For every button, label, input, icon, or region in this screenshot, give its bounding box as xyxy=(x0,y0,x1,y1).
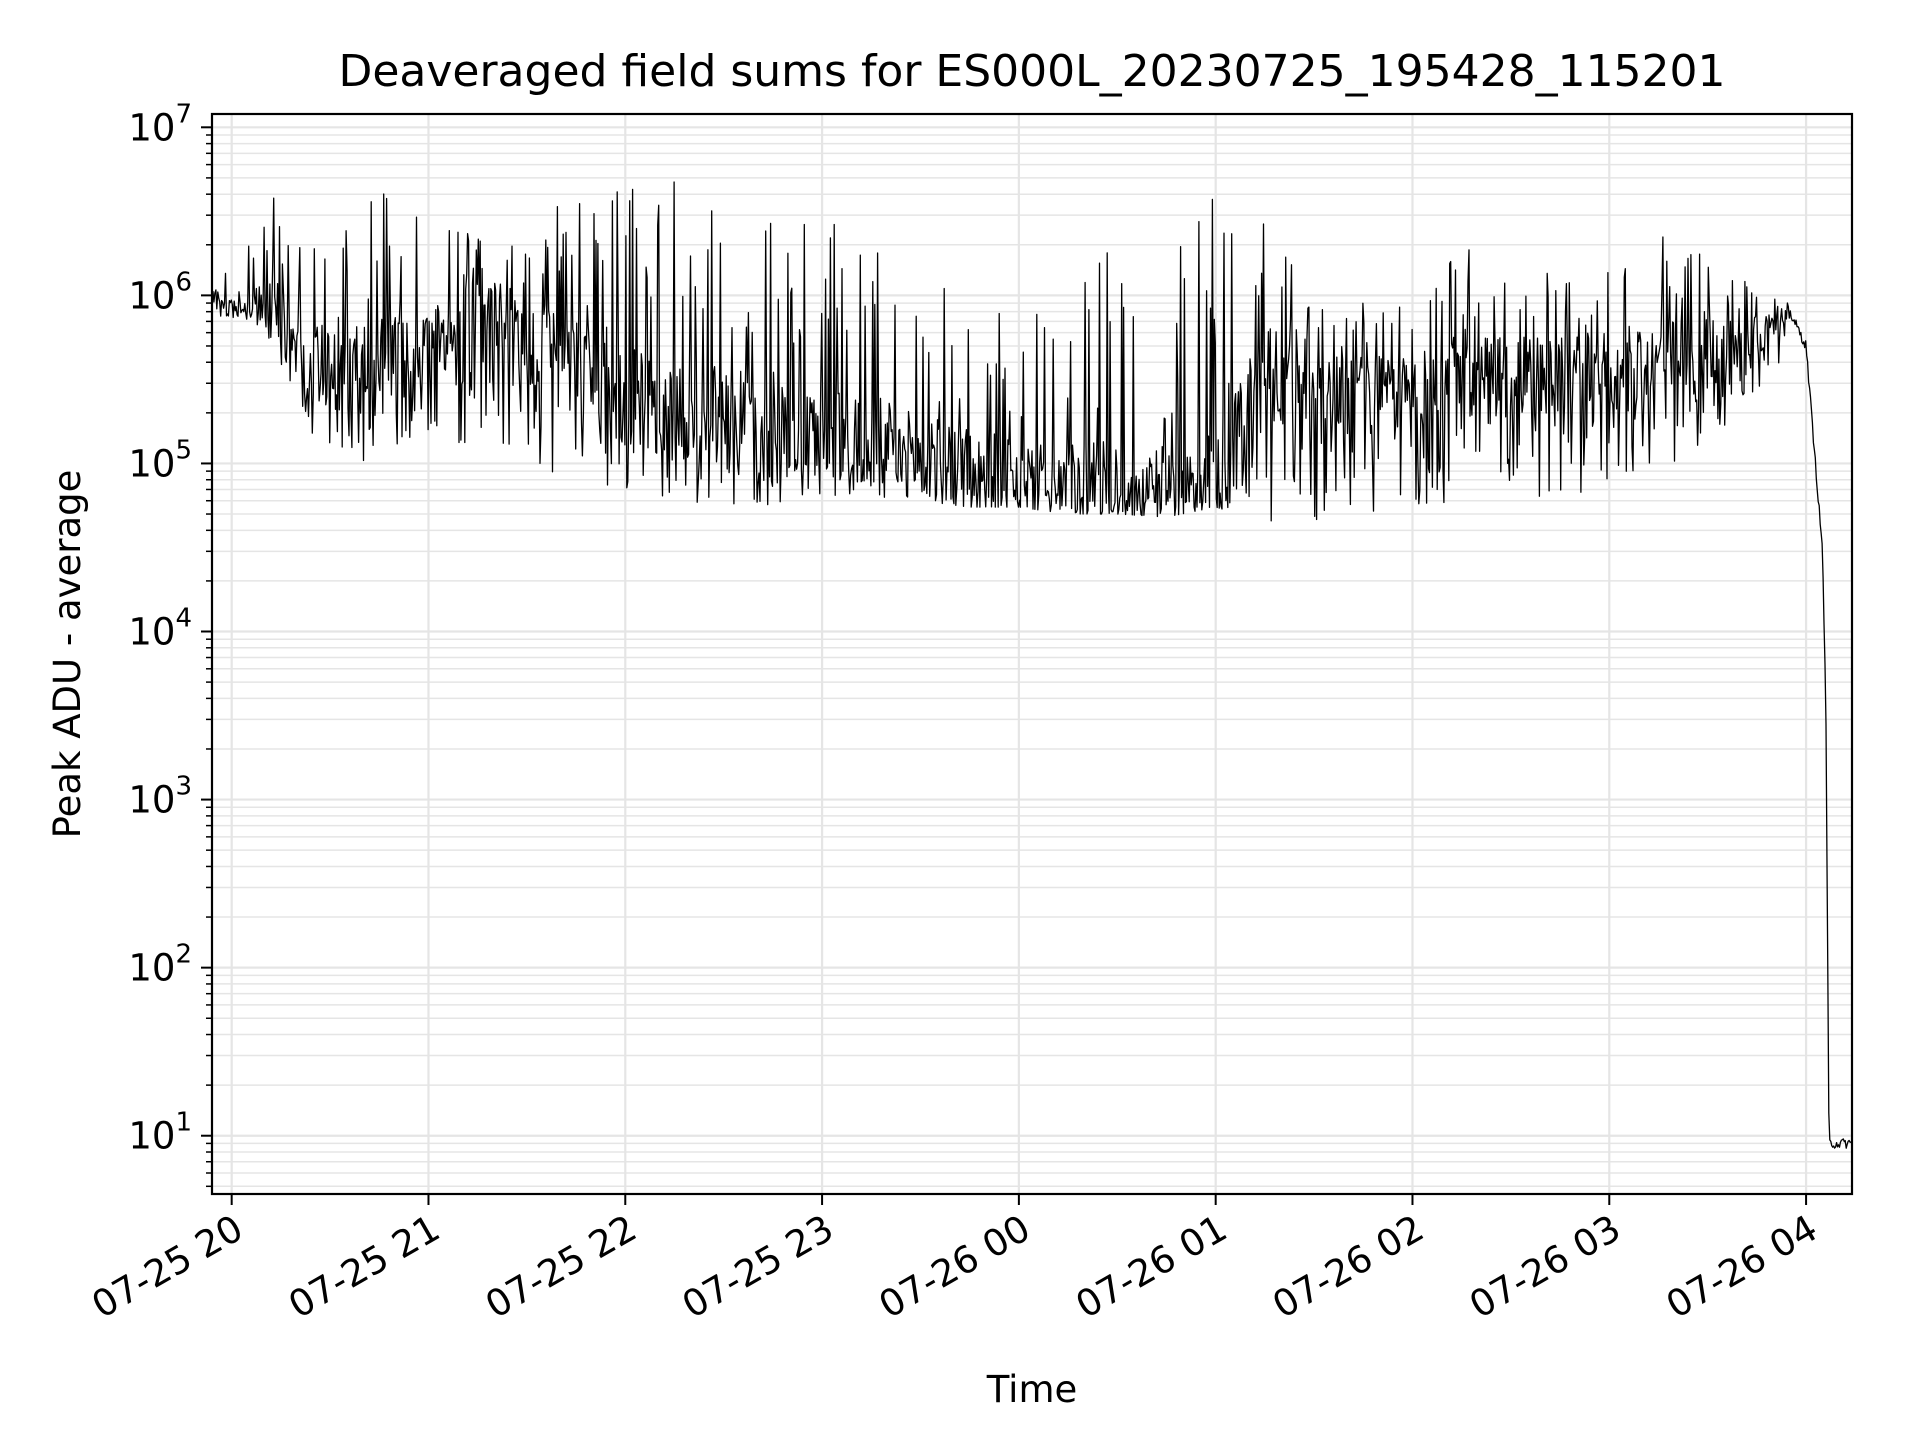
axes xyxy=(210,112,1854,1196)
y-tick-label: 104 xyxy=(128,604,192,654)
plot-frame xyxy=(210,112,1854,1196)
y-tick-label: 103 xyxy=(128,772,192,822)
tick-marks xyxy=(201,126,1808,1205)
x-axis-label: Time xyxy=(986,1368,1078,1411)
y-tick-label: 107 xyxy=(128,99,192,149)
y-tick-label: 105 xyxy=(128,435,192,485)
y-axis-label: Peak ADU - average xyxy=(46,470,89,839)
grid-lines xyxy=(212,114,1852,1194)
y-tick-label: 106 xyxy=(128,267,192,317)
series-line xyxy=(211,181,1853,1149)
y-tick-label: 102 xyxy=(128,940,192,990)
series-layer xyxy=(211,181,1853,1149)
y-tick-label: 101 xyxy=(128,1108,192,1158)
chart-title: Deaveraged field sums for ES000L_2023072… xyxy=(338,46,1725,97)
